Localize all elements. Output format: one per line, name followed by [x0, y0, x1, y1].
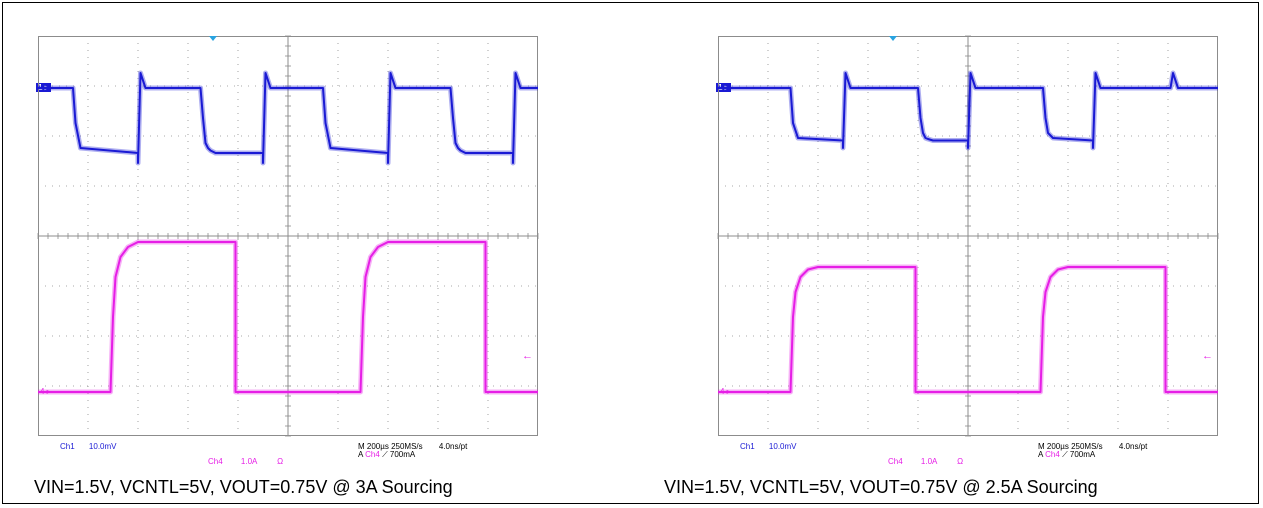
readout-row1: Ch1 10.0mV	[740, 442, 797, 451]
trigger-prefix: A	[1038, 450, 1043, 459]
ch4-label: Ch4	[208, 457, 223, 466]
trigger-readout: A Ch4 ⟋ 700mA	[1038, 450, 1095, 459]
ch4-readout: Ch4 1.0A Ω	[208, 457, 283, 466]
timebase: M 200µs 250MS/s	[1038, 442, 1103, 451]
trace-ch4	[38, 241, 538, 393]
trigger-position-icon	[889, 36, 897, 41]
ch4-scale: 1.0A	[920, 457, 937, 466]
ch1-label: Ch1	[60, 442, 75, 451]
trace-ch4	[718, 266, 1218, 393]
trigger-readout: A Ch4 ⟋ 700mA	[358, 450, 415, 459]
trigger-source: Ch4	[1045, 450, 1060, 459]
ch4-coupling: Ω	[277, 457, 284, 466]
graticule: ←	[37, 35, 539, 437]
scope-panel-2-5a: 1 ▸ 4 ▸ ← Ch1 10.0mV M 200µs 250MS/s 4.0…	[716, 35, 1219, 466]
trigger-position-icon	[209, 36, 217, 41]
scope-screen-3a: ←	[37, 35, 539, 437]
caption-3a: VIN=1.5V, VCNTL=5V, VOUT=0.75V @ 3A Sour…	[34, 477, 453, 497]
timebase-readout: M 200µs 250MS/s 4.0ns/pt	[1038, 442, 1147, 451]
trigger-level: 700mA	[1069, 450, 1096, 459]
readout-row1: Ch1 10.0mV	[60, 442, 117, 451]
scope-panel-3a: 1 ▸ 4 ▸ ← Ch1 10.0mV M 200µs 250MS/s 4.0…	[36, 35, 539, 466]
ch1-scale: 10.0mV	[88, 442, 117, 451]
caption-2-5a: VIN=1.5V, VCNTL=5V, VOUT=0.75V @ 2.5A So…	[664, 477, 1098, 497]
record-length: 4.0ns/pt	[438, 442, 468, 451]
trigger-level-icon: ←	[522, 350, 533, 362]
ch1-scale: 10.0mV	[768, 442, 797, 451]
trigger-slope: ⟋	[1062, 450, 1068, 459]
trigger-prefix: A	[358, 450, 363, 459]
record-length: 4.0ns/pt	[1118, 442, 1148, 451]
trigger-level: 700mA	[389, 450, 416, 459]
scope-screen-2-5a: ←	[717, 35, 1219, 437]
trace-ch1	[718, 72, 1218, 149]
trigger-source: Ch4	[365, 450, 380, 459]
timebase-readout: M 200µs 250MS/s 4.0ns/pt	[358, 442, 467, 451]
trace-ch1	[38, 72, 538, 164]
trigger-level-icon: ←	[1202, 350, 1213, 362]
graticule: ←	[717, 35, 1219, 437]
ch4-label: Ch4	[888, 457, 903, 466]
ch4-readout: Ch4 1.0A Ω	[888, 457, 963, 466]
ch4-scale: 1.0A	[240, 457, 257, 466]
ch1-label: Ch1	[740, 442, 755, 451]
timebase: M 200µs 250MS/s	[358, 442, 423, 451]
trigger-slope: ⟋	[382, 450, 388, 459]
ch4-coupling: Ω	[957, 457, 964, 466]
